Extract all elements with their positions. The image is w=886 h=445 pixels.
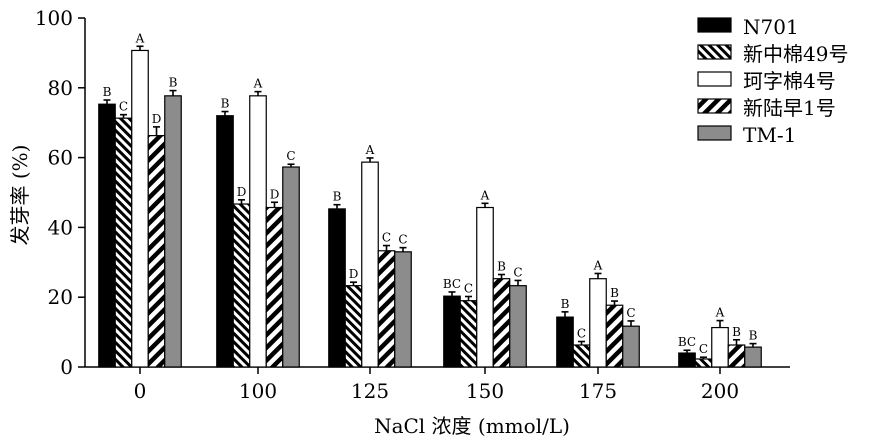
y-tick-label: 40 [48, 215, 73, 239]
significance-label: BC [678, 335, 696, 349]
x-tick-label: 150 [466, 379, 504, 403]
significance-label: C [577, 327, 586, 341]
bar [249, 95, 267, 368]
significance-label: B [103, 85, 112, 99]
y-tick-label: 80 [48, 76, 73, 100]
bar [216, 115, 234, 368]
legend-swatch [697, 98, 732, 114]
legend-label: N701 [743, 15, 799, 39]
significance-label: C [513, 265, 522, 279]
bar [459, 300, 478, 368]
significance-label: B [561, 297, 570, 311]
significance-label: A [480, 188, 490, 202]
significance-label: B [221, 97, 230, 111]
y-tick-label: 0 [60, 355, 73, 379]
bar [164, 95, 182, 368]
legend-swatch [697, 17, 732, 33]
x-tick-label: 125 [351, 379, 389, 403]
bar [98, 103, 116, 368]
significance-label: A [715, 306, 725, 320]
bar [361, 161, 379, 368]
bar [572, 344, 591, 368]
y-tick-label: 100 [35, 6, 73, 30]
bar [509, 285, 527, 368]
bar [443, 295, 461, 368]
significance-label: A [253, 77, 263, 91]
y-tick-label: 20 [48, 285, 73, 309]
bar [147, 135, 166, 368]
y-tick-label: 60 [48, 146, 73, 170]
significance-label: C [626, 306, 635, 320]
bar [589, 278, 607, 368]
x-tick-label: 100 [239, 379, 277, 403]
bar [622, 325, 640, 368]
bar [694, 358, 713, 368]
significance-label: C [464, 282, 473, 296]
legend-swatch [697, 71, 732, 87]
legend-swatch [697, 125, 732, 141]
significance-label: D [152, 112, 162, 126]
significance-label: B [169, 76, 178, 90]
bar [678, 352, 696, 368]
significance-label: B [333, 190, 342, 204]
significance-label: C [286, 149, 295, 163]
significance-label: C [119, 100, 128, 114]
x-tick-label: 200 [701, 379, 739, 403]
significance-label: D [349, 267, 359, 281]
bar [394, 251, 412, 368]
legend-label: 新中棉49号 [743, 42, 848, 66]
bar [265, 206, 284, 368]
bar [727, 344, 746, 368]
significance-label: A [135, 31, 145, 45]
significance-label: C [398, 233, 407, 247]
legend-swatch [697, 44, 732, 60]
x-axis-title: NaCl 浓度 (mmol/L) [374, 414, 570, 438]
significance-label: BC [443, 277, 461, 291]
axes: 0 20 40 60 80 100 0 100 125 150 175 200 [35, 6, 790, 403]
bar [114, 117, 133, 368]
significance-label: A [365, 143, 375, 157]
bar [744, 346, 762, 368]
legend-label: 新陆早1号 [743, 96, 836, 120]
bar [377, 250, 396, 368]
significance-label: D [270, 187, 280, 201]
legend-label: TM-1 [743, 123, 796, 147]
bar [328, 208, 346, 368]
significance-label: B [497, 260, 506, 274]
significance-label: B [732, 325, 741, 339]
y-axis-title: 发芽率 (%) [8, 145, 32, 246]
significance-label: B [749, 329, 758, 343]
significance-label: B [610, 286, 619, 300]
x-tick-label: 175 [579, 379, 617, 403]
significance-label: D [237, 185, 247, 199]
bar [282, 166, 300, 368]
bar [492, 278, 511, 368]
bar [605, 304, 624, 368]
bar [232, 203, 251, 368]
bar [476, 206, 494, 368]
significance-label: C [382, 231, 391, 245]
bar [711, 326, 729, 368]
legend-label: 珂字棉4号 [743, 69, 836, 93]
bar [344, 285, 363, 368]
bar [131, 49, 149, 368]
bar [556, 316, 574, 368]
significance-label: C [699, 342, 708, 356]
x-tick-label: 0 [134, 379, 147, 403]
significance-label: A [593, 258, 603, 272]
